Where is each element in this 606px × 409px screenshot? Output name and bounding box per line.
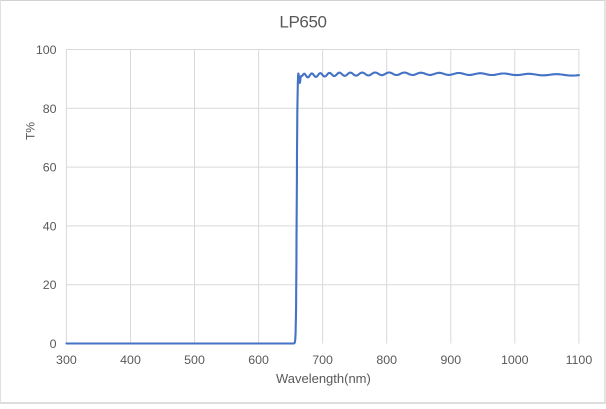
svg-text:20: 20 bbox=[43, 278, 57, 292]
svg-text:800: 800 bbox=[376, 353, 397, 367]
svg-text:900: 900 bbox=[440, 353, 461, 367]
svg-text:0: 0 bbox=[50, 337, 57, 351]
svg-text:500: 500 bbox=[184, 353, 205, 367]
svg-text:Wavelength(nm): Wavelength(nm) bbox=[276, 371, 371, 386]
svg-text:300: 300 bbox=[56, 353, 77, 367]
svg-text:1000: 1000 bbox=[501, 353, 529, 367]
svg-text:100: 100 bbox=[36, 43, 57, 57]
svg-text:LP650: LP650 bbox=[279, 13, 326, 32]
svg-text:60: 60 bbox=[43, 161, 57, 175]
svg-text:400: 400 bbox=[120, 353, 141, 367]
svg-text:600: 600 bbox=[248, 353, 269, 367]
svg-text:1100: 1100 bbox=[566, 353, 593, 367]
svg-text:40: 40 bbox=[43, 219, 57, 233]
svg-text:700: 700 bbox=[312, 353, 333, 367]
svg-text:80: 80 bbox=[43, 102, 57, 116]
svg-text:T%: T% bbox=[24, 122, 38, 140]
